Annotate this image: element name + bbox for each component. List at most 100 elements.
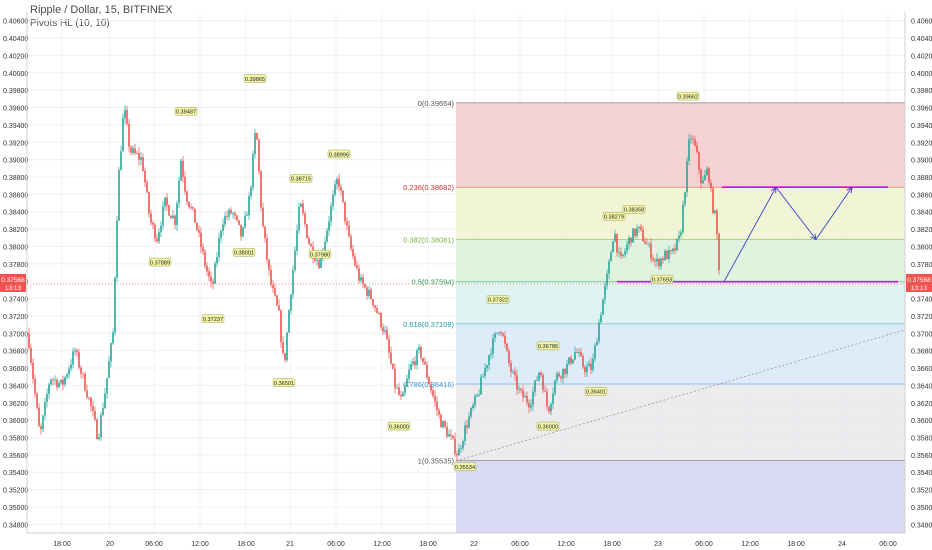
candle-body: [188, 201, 190, 208]
candle-body: [288, 310, 290, 333]
pivot-label: 0.36501: [274, 381, 294, 387]
y-tick-label-left: 0.34800: [3, 522, 28, 529]
y-tick-label-left: 0.38200: [3, 227, 28, 234]
candle-body: [444, 421, 446, 427]
candle-body: [236, 215, 238, 221]
candle-body: [628, 237, 630, 245]
candle-body: [594, 345, 596, 359]
candle-body: [88, 397, 90, 399]
y-tick-label-left: 0.37000: [3, 331, 28, 338]
pivot-label: 0.38279: [604, 215, 624, 221]
candle-body: [640, 226, 642, 230]
y-tick-label-right: 0.37000: [911, 331, 932, 338]
fib-level-label: 0.618(0.37108): [403, 320, 454, 329]
candle-body: [254, 133, 256, 155]
candle-body: [544, 390, 546, 392]
candle-body: [718, 233, 720, 271]
candle-body: [364, 284, 366, 288]
candle-body: [462, 441, 464, 449]
candle-body: [682, 204, 684, 233]
candle-body: [694, 139, 696, 146]
candle-body: [398, 387, 400, 395]
projection-path[interactable]: [723, 186, 853, 282]
candle-body: [222, 224, 224, 231]
candle-body: [402, 392, 404, 397]
candle-body: [394, 368, 396, 388]
candle-body: [304, 213, 306, 225]
axes: 0.40600 0.40600 0.40400 0.40400 0.40200 0.402…: [0, 12, 932, 548]
candle-body: [134, 148, 136, 154]
candle-body: [416, 350, 418, 366]
candle-body: [646, 243, 648, 245]
candle-body: [518, 388, 520, 390]
candle-body: [570, 357, 572, 364]
x-tick-label: 12:00: [191, 541, 209, 548]
candle-body: [422, 357, 424, 362]
x-tick-label: 06:00: [695, 541, 713, 548]
candle-body: [100, 415, 102, 438]
pivot-label-box: [622, 205, 646, 214]
y-tick-label-right: 0.39400: [911, 123, 932, 130]
trend-line[interactable]: [455, 329, 906, 462]
candle-body: [690, 138, 692, 140]
y-tick-label-left: 0.39200: [3, 140, 28, 147]
candle-body: [256, 133, 258, 140]
candle-body: [370, 289, 372, 299]
candle-body: [538, 372, 540, 381]
candle-body: [484, 368, 486, 377]
candle-body: [292, 270, 294, 295]
chart-title[interactable]: Ripple / Dollar, 15, BITFINEX: [30, 4, 173, 16]
candle-body: [274, 288, 276, 296]
y-tick-label-right: 0.38400: [911, 210, 932, 217]
y-tick-label-right: 0.38200: [911, 227, 932, 234]
candle-body: [396, 387, 398, 389]
candle-body: [154, 224, 156, 239]
pivot-label: 0.36786: [538, 344, 558, 350]
candle-body: [596, 341, 598, 346]
candle-body: [270, 269, 272, 286]
x-tick-label: 18:00: [237, 541, 255, 548]
pivot-label-box: [327, 149, 351, 159]
candle-body: [656, 258, 658, 262]
candle-body: [672, 248, 674, 252]
candle-body: [218, 238, 220, 258]
candle-body: [250, 187, 252, 196]
candle-body: [624, 251, 626, 255]
candle-body: [124, 110, 126, 119]
pivot-label: 0.36000: [538, 424, 558, 430]
indicator-label[interactable]: Pivots HL (10, 10): [30, 18, 110, 29]
candle-body: [170, 215, 172, 219]
pivot-label: 0.39487: [176, 110, 196, 116]
candle-body: [76, 350, 78, 353]
x-tick-label: 21: [286, 541, 294, 548]
candle-body: [152, 222, 154, 225]
candle-body: [486, 365, 488, 369]
candle-body: [696, 145, 698, 153]
candle-body: [636, 228, 638, 236]
y-tick-label-right: 0.35800: [911, 435, 932, 442]
candle-body: [208, 271, 210, 277]
candle-body: [252, 154, 254, 188]
candle-body: [470, 408, 472, 417]
candle-body: [130, 146, 132, 153]
candle-body: [160, 225, 162, 233]
candle-body: [608, 261, 610, 274]
fib-level-label: 0(0.39654): [418, 99, 455, 108]
fibonacci-retracement[interactable]: 0(0.39654) 0.236(0.38682) 0.382(0.38081) 0.…: [403, 99, 905, 533]
candle-body: [502, 333, 504, 336]
candle-body: [480, 377, 482, 395]
candle-body: [508, 350, 510, 364]
candle-body: [324, 241, 326, 253]
candle-body: [358, 268, 360, 281]
candle-body: [550, 403, 552, 412]
fib-level-label: 0.382(0.38081): [403, 235, 454, 244]
candle-body: [362, 277, 364, 285]
candle-body: [468, 416, 470, 428]
trend-line-dotted[interactable]: [455, 329, 906, 462]
candle-body: [552, 393, 554, 404]
candle-body: [332, 194, 334, 206]
candle-body: [68, 368, 70, 375]
candle-body: [634, 228, 636, 236]
candle-body: [528, 402, 530, 408]
